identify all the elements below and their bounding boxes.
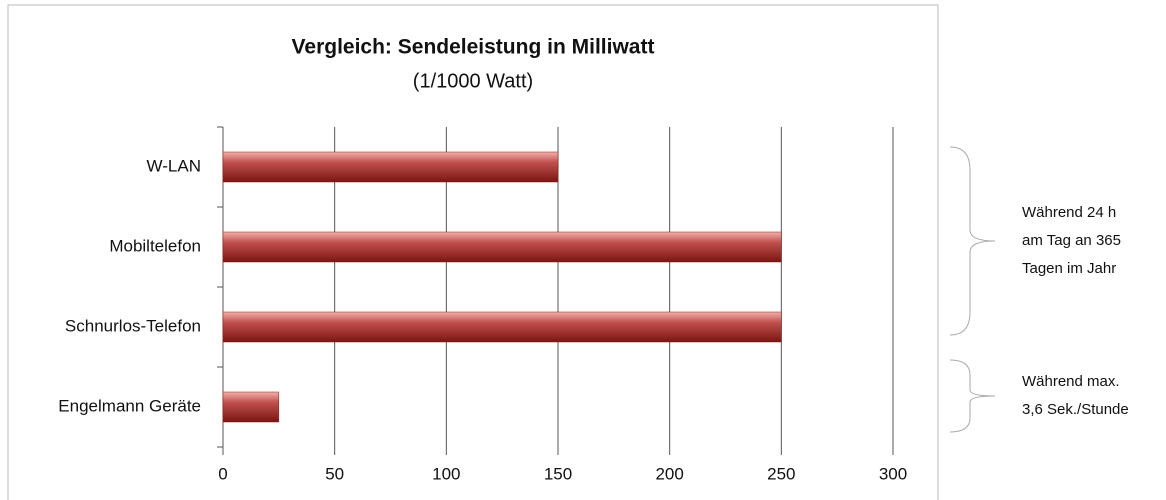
annotation-line: Während max. bbox=[1022, 373, 1120, 390]
x-tick-label: 200 bbox=[655, 464, 683, 483]
annotation-line: Während 24 h bbox=[1022, 204, 1116, 221]
x-tick-label: 0 bbox=[218, 464, 227, 483]
chart-subtitle: (1/1000 Watt) bbox=[413, 70, 533, 92]
x-tick-label: 50 bbox=[325, 464, 344, 483]
bar bbox=[222, 311, 782, 343]
y-tick-label: Mobiltelefon bbox=[109, 236, 201, 255]
x-tick-label: 150 bbox=[544, 464, 572, 483]
y-tick-label: Schnurlos-Telefon bbox=[65, 316, 201, 335]
chart-title: Vergleich: Sendeleistung in Milliwatt bbox=[292, 36, 655, 59]
y-tick-label: Engelmann Geräte bbox=[58, 396, 201, 415]
y-tick-label: W-LAN bbox=[147, 156, 201, 175]
annotation-line: am Tag an 365 bbox=[1022, 232, 1121, 249]
brace bbox=[949, 359, 996, 433]
bar bbox=[222, 231, 782, 263]
x-tick-label: 100 bbox=[432, 464, 460, 483]
brace bbox=[949, 146, 996, 336]
bar bbox=[222, 151, 559, 183]
x-tick-label: 250 bbox=[767, 464, 795, 483]
annotation-line: Tagen im Jahr bbox=[1022, 260, 1116, 277]
annotation-line: 3,6 Sek./Stunde bbox=[1022, 401, 1129, 418]
x-tick-label: 300 bbox=[879, 464, 907, 483]
bar bbox=[222, 391, 280, 423]
